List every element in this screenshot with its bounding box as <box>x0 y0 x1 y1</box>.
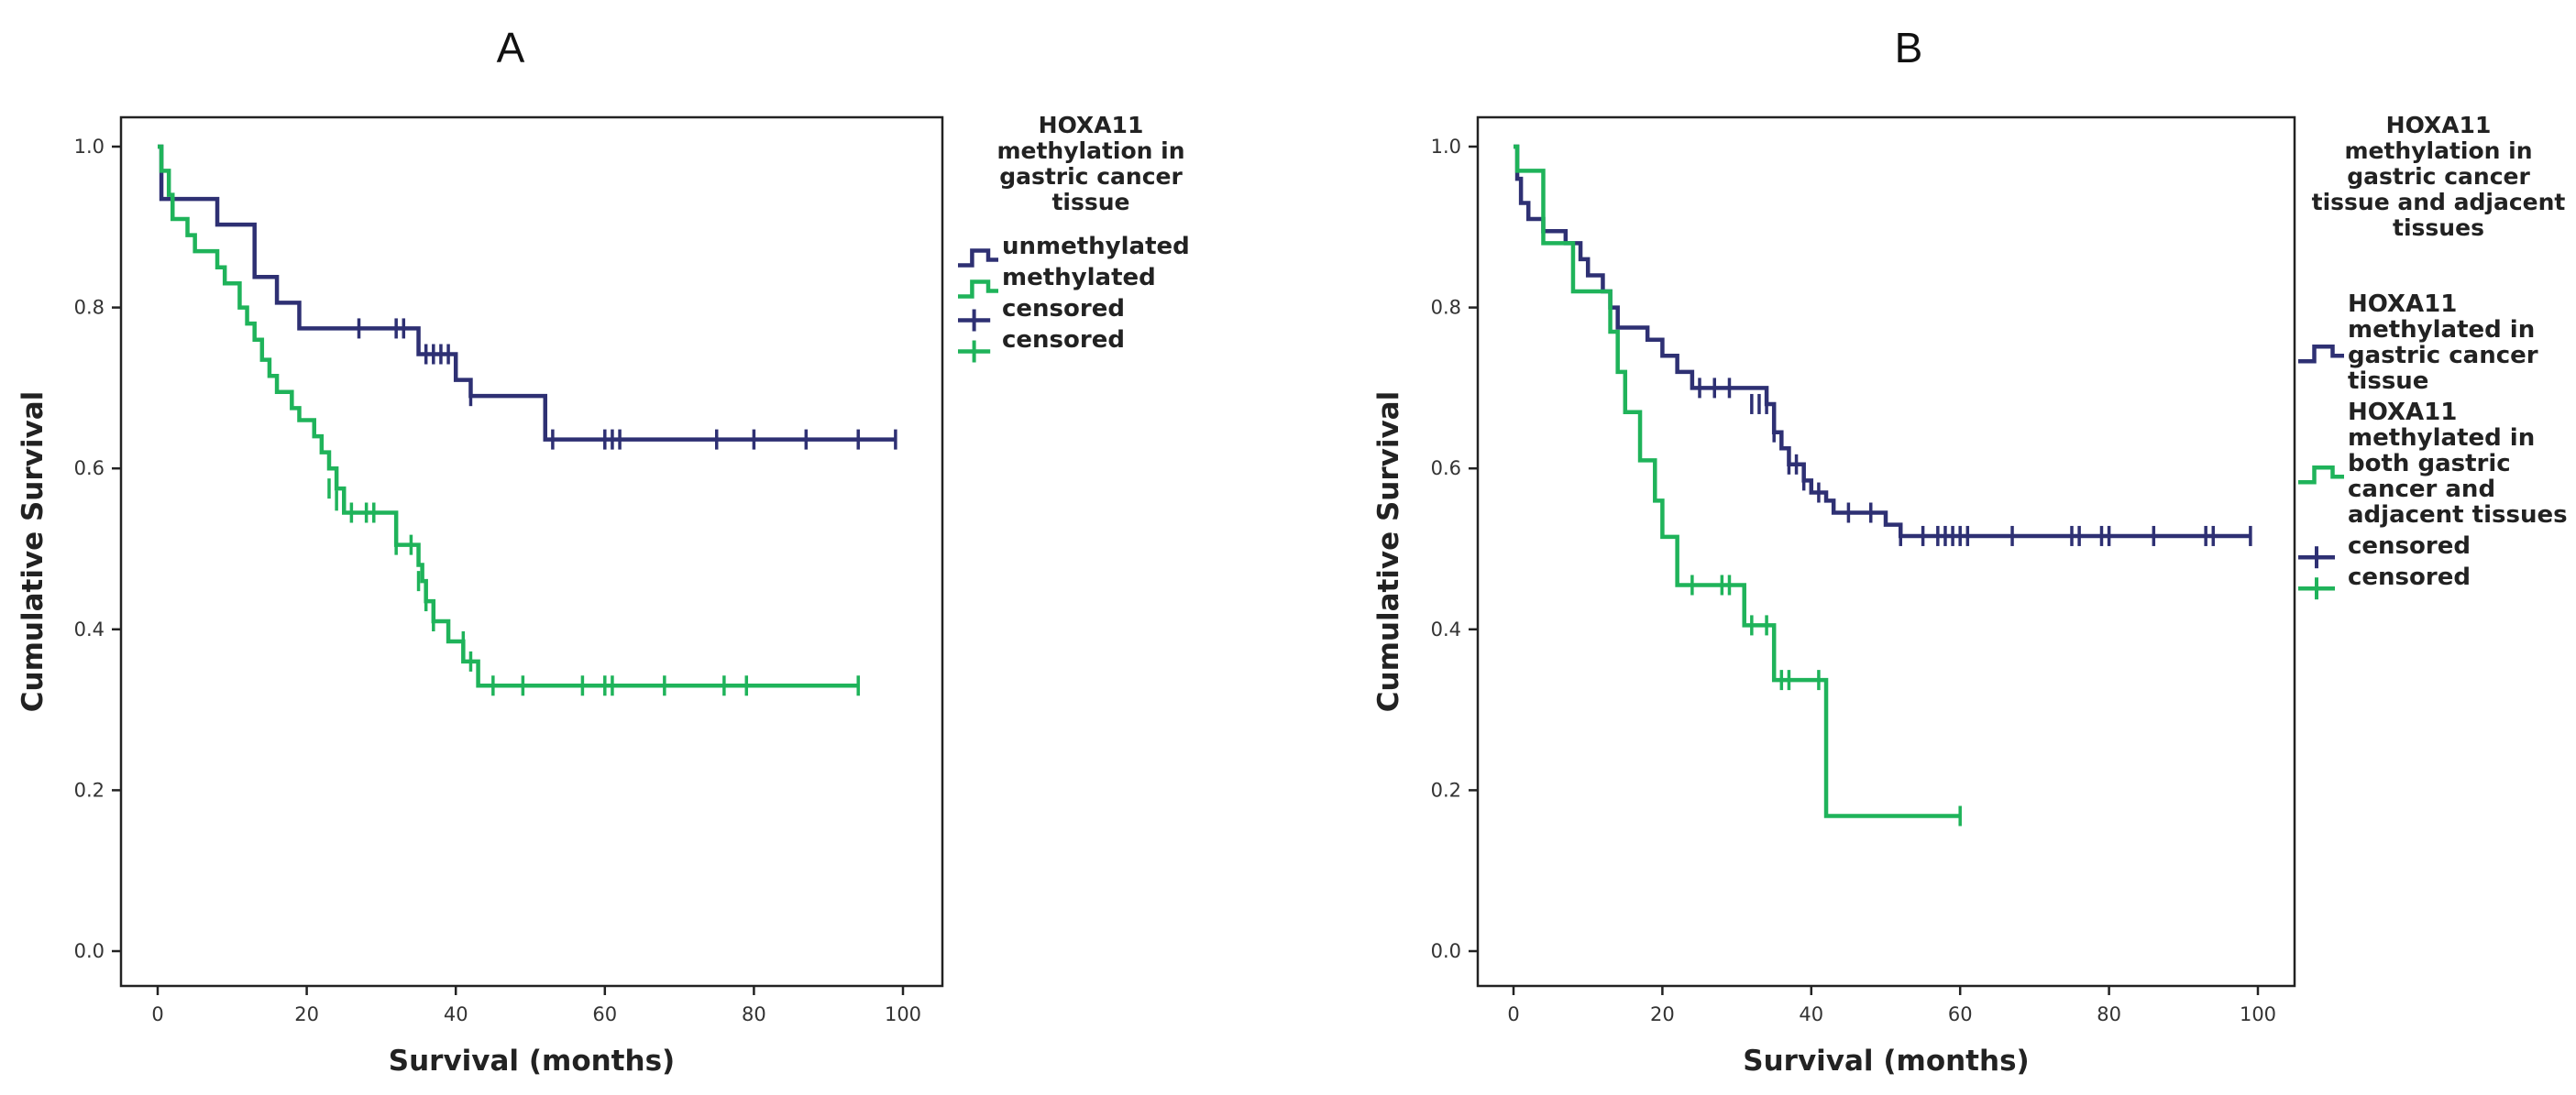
legend-item-label: methylated in <box>2348 316 2535 344</box>
legend-item-label: tissue <box>2348 367 2428 395</box>
legend-title-line: tissue and adjacent <box>2312 189 2566 215</box>
legend-item-label: HOXA11 <box>2348 290 2457 318</box>
x-tick-label: 100 <box>885 1003 921 1025</box>
legend-title-line: gastric cancer <box>2347 163 2530 190</box>
y-axis-title: Cumulative Survival <box>17 391 50 712</box>
x-tick-label: 0 <box>1507 1003 1519 1025</box>
legend-title-line: gastric cancer <box>999 163 1183 190</box>
y-tick-label: 0.2 <box>1431 779 1461 801</box>
survival-curve-navy <box>158 144 896 442</box>
survival-curve-green <box>1514 144 1961 818</box>
legend-item-label: unmethylated <box>1002 233 1190 260</box>
y-tick-label: 1.0 <box>74 136 105 158</box>
y-tick-label: 0.0 <box>1431 940 1461 962</box>
legend-title-line: methylation in <box>996 137 1184 164</box>
legend-line-symbol <box>2298 344 2344 364</box>
panel-label: B <box>1895 24 1923 71</box>
legend-line-symbol <box>958 248 998 268</box>
x-tick-label: 20 <box>294 1003 319 1025</box>
legend-item-label: censored <box>1002 326 1125 354</box>
x-tick-label: 0 <box>151 1003 163 1025</box>
x-tick-label: 40 <box>444 1003 468 1025</box>
legend-item-label: methylated in <box>2348 424 2535 452</box>
legend-item-label: censored <box>1002 295 1125 323</box>
legend-title-line: HOXA11 <box>1039 112 1144 138</box>
y-tick-label: 0.8 <box>74 297 105 319</box>
y-axis-title: Cumulative Survival <box>1372 391 1405 712</box>
legend-title-line: methylation in <box>2344 137 2532 164</box>
x-tick-label: 80 <box>742 1003 766 1025</box>
survival-curve-navy <box>1514 144 2251 539</box>
y-tick-label: 0.6 <box>74 457 105 479</box>
x-tick-label: 40 <box>1799 1003 1823 1025</box>
legend-item-label: methylated <box>1002 264 1156 291</box>
panel-label: A <box>497 24 525 71</box>
x-tick-label: 60 <box>592 1003 617 1025</box>
x-tick-label: 100 <box>2240 1003 2276 1025</box>
legend-item-label: censored <box>2348 532 2471 560</box>
x-tick-label: 20 <box>1650 1003 1675 1025</box>
y-tick-label: 1.0 <box>1431 136 1461 158</box>
legend-line-symbol <box>958 279 998 299</box>
legend-title-line: HOXA11 <box>2386 112 2492 138</box>
x-tick-label: 80 <box>2097 1003 2121 1025</box>
x-axis-title: Survival (months) <box>389 1045 675 1078</box>
legend-item-label: gastric cancer <box>2348 342 2538 369</box>
y-tick-label: 0.6 <box>1431 457 1461 479</box>
legend-item-label: cancer and <box>2348 476 2495 503</box>
y-tick-label: 0.4 <box>1431 619 1461 641</box>
legend-title-line: tissue <box>1051 189 1129 215</box>
y-tick-label: 0.4 <box>74 619 105 641</box>
legend-item-label: censored <box>2348 564 2471 591</box>
y-tick-label: 0.8 <box>1431 297 1461 319</box>
panel-a: A 0 20 40 60 80 100 0.0 0.2 0.4 0.6 0.8 1.0 Survival … <box>17 24 1190 1078</box>
plot-frame <box>119 115 944 988</box>
y-tick-label: 0.2 <box>74 779 105 801</box>
x-axis-title: Survival (months) <box>1743 1045 2029 1078</box>
legend-item-label: HOXA11 <box>2348 399 2457 426</box>
plot-frame <box>1476 115 2296 988</box>
y-tick-label: 0.0 <box>74 940 105 962</box>
panel-b: B 0 20 40 60 80 100 0.0 0.2 0.4 0.6 0.8 1.0 Survival … <box>1372 24 2568 1078</box>
legend-title-line: tissues <box>2393 214 2484 241</box>
survival-curve-green <box>158 144 859 688</box>
legend-item-label: both gastric <box>2348 450 2511 477</box>
legend-line-symbol <box>2298 465 2344 485</box>
x-tick-label: 60 <box>1948 1003 1973 1025</box>
legend-item-label: adjacent tissues <box>2348 501 2568 529</box>
